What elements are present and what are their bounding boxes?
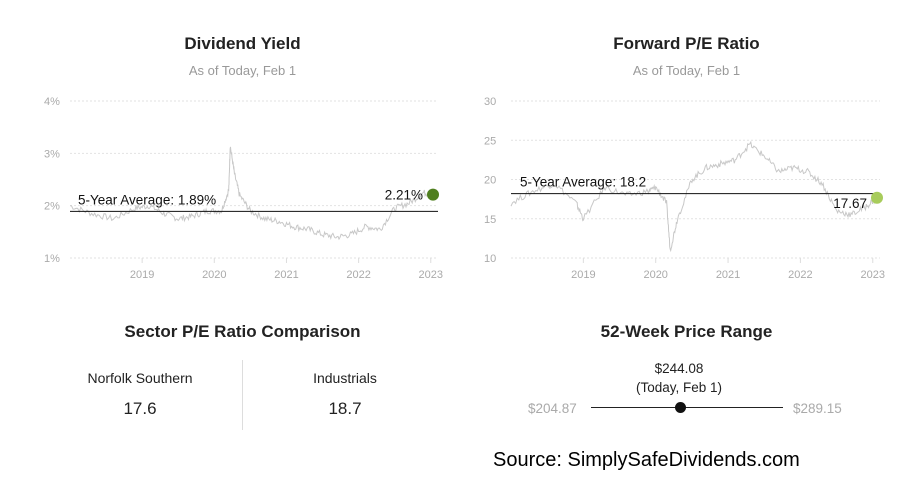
x-tick-label: 2019: [130, 269, 154, 281]
company-pe-value: 17.6: [123, 399, 157, 418]
forward-pe-panel: Forward P/E Ratio As of Today, Feb 1: [484, 30, 889, 290]
series-line: [69, 146, 435, 241]
dividend-yield-title: Dividend Yield: [184, 34, 301, 53]
y-tick-label: 1%: [44, 253, 60, 265]
forward-pe-subtitle: As of Today, Feb 1: [632, 63, 741, 78]
x-tick-label: 2022: [346, 269, 370, 281]
range-low: $204.87: [528, 401, 577, 416]
price-range-panel: 52-Week Price Range $244.08 (Today, Feb …: [484, 318, 889, 428]
x-tick-label: 2023: [419, 269, 443, 281]
price-range-title: 52-Week Price Range: [600, 322, 773, 341]
current-price-note: (Today, Feb 1): [635, 380, 723, 395]
source-credit: Source: SimplySafeDividends.com: [493, 449, 800, 471]
current-price: $244.08: [654, 361, 704, 376]
sector-comparison-title: Sector P/E Ratio Comparison: [124, 322, 361, 341]
sector-divider: [242, 360, 243, 430]
forward-pe-title: Forward P/E Ratio: [613, 34, 760, 53]
range-track: [591, 407, 783, 408]
dividend-yield-panel: Dividend Yield As of Today, Feb 1: [40, 30, 445, 290]
x-tick-label: 2021: [274, 269, 298, 281]
dividend-yield-subtitle: As of Today, Feb 1: [188, 63, 297, 78]
y-tick-label: 3%: [44, 148, 60, 160]
range-current-marker: [674, 402, 686, 413]
current-value-label: 2.21%: [385, 188, 423, 203]
sector-comparison-panel: Sector P/E Ratio Comparison Norfolk Sout…: [40, 318, 445, 438]
sector-name: Industrials: [313, 370, 377, 386]
company-name: Norfolk Southern: [87, 370, 193, 386]
y-tick-label: 2%: [44, 201, 60, 213]
range-high: $289.15: [793, 401, 842, 416]
average-label: 5-Year Average: 1.89%: [78, 192, 216, 207]
current-value-marker: [427, 188, 439, 201]
sector-pe-value: 18.7: [328, 399, 362, 418]
y-tick-label: 4%: [44, 96, 60, 108]
x-tick-label: 2020: [202, 269, 226, 281]
